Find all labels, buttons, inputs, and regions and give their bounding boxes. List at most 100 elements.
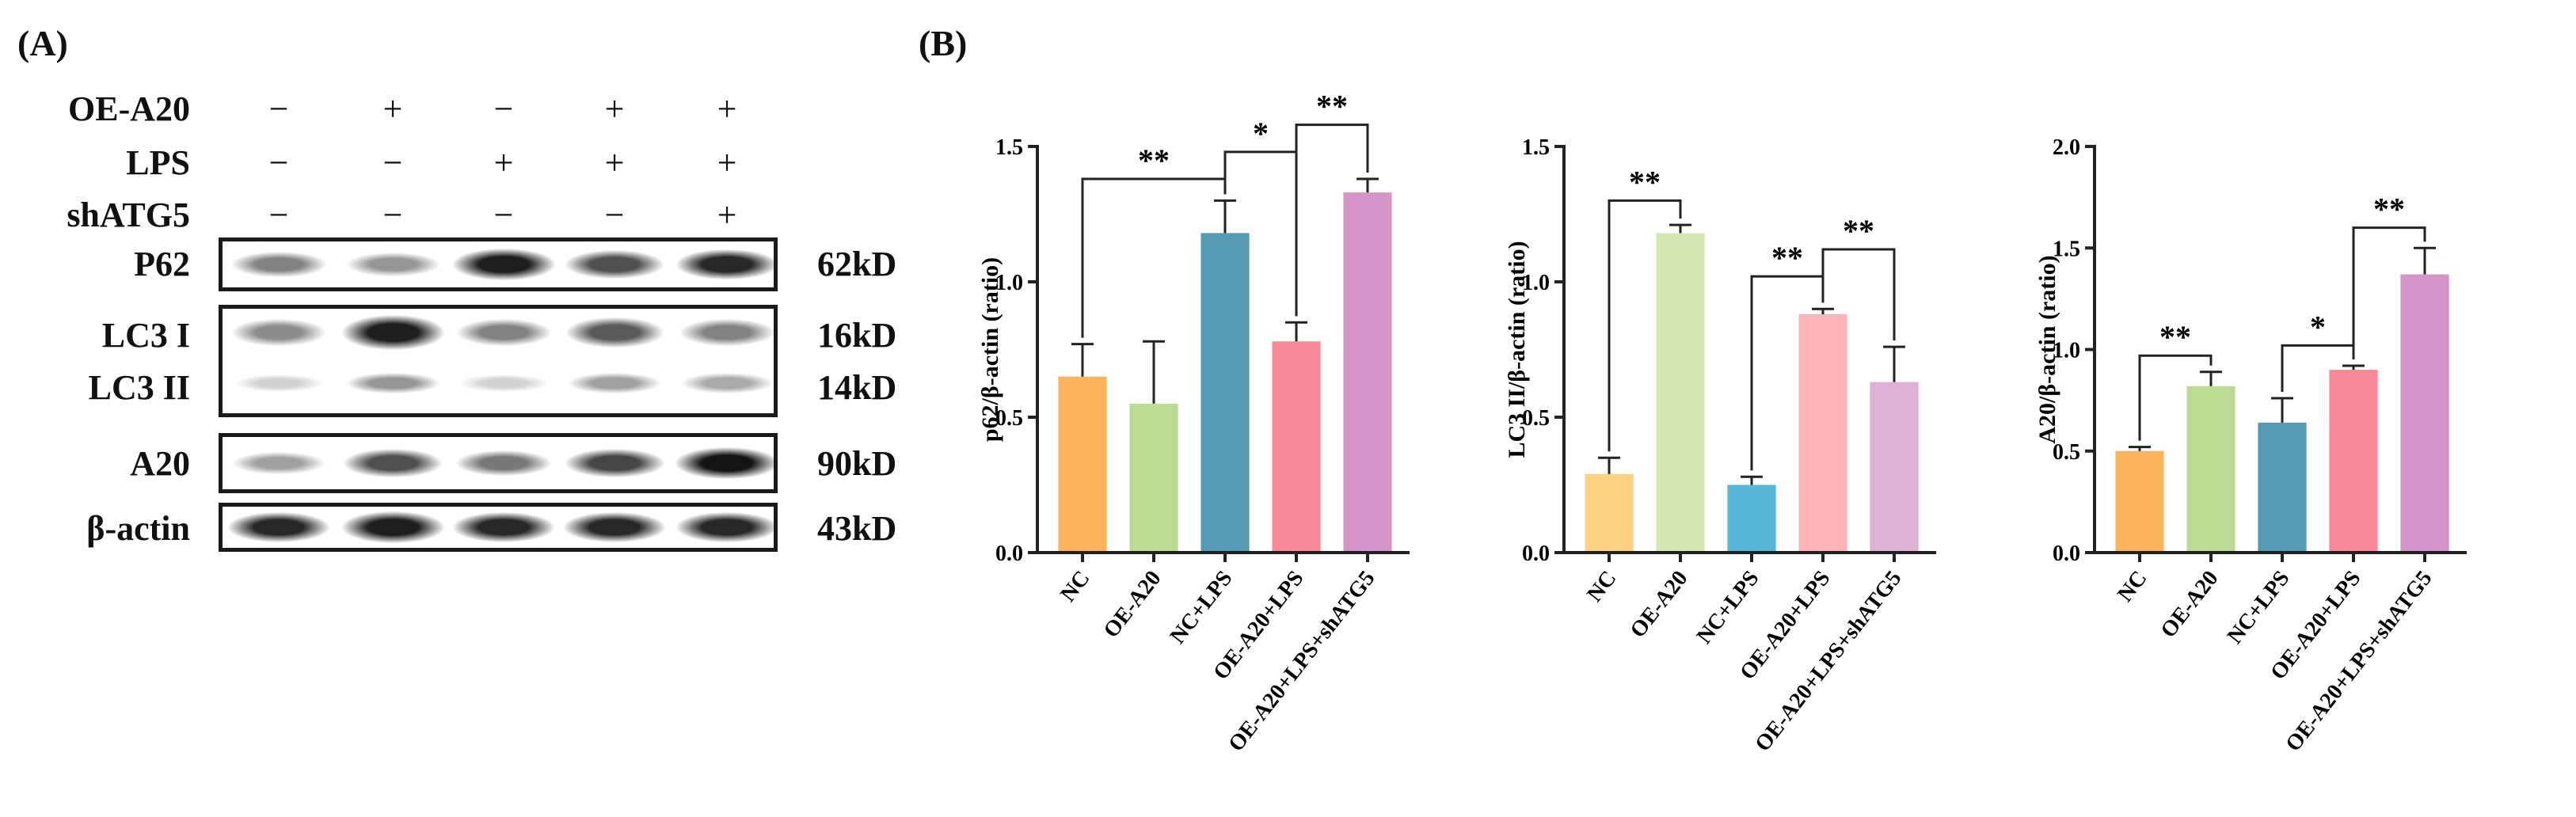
band-a20-lane-3 bbox=[456, 450, 551, 476]
kd-label-lc3-i: 16kD bbox=[817, 316, 897, 355]
y-tick-label: 0.0 bbox=[2053, 542, 2080, 566]
significance-label: ** bbox=[1843, 213, 1874, 249]
x-tick-label: OE-A20+LPS+shATG5 bbox=[1751, 566, 1907, 756]
significance-label: * bbox=[2310, 309, 2326, 344]
x-tick-label: OE-A20 bbox=[1099, 566, 1166, 642]
x-tick-label: NC bbox=[1582, 566, 1621, 606]
y-tick-label: 0.5 bbox=[2053, 440, 2080, 465]
y-tick-label: 0.0 bbox=[1522, 542, 1550, 566]
significance-bracket bbox=[1295, 124, 1369, 317]
bar-oe-a20 bbox=[1656, 233, 1705, 553]
sign-shatg5-lane-5: + bbox=[717, 196, 737, 234]
bar-oe-a20+lps+shatg5 bbox=[2400, 274, 2449, 553]
band-actin-lane-2 bbox=[341, 511, 444, 543]
sign-lps-lane-2: − bbox=[382, 143, 403, 182]
y-axis-label: p62/β-actin (ratio) bbox=[977, 257, 1003, 442]
blot-p62 bbox=[219, 238, 778, 291]
bar-oe-a20+lps+shatg5 bbox=[1870, 382, 1919, 553]
significance-label: ** bbox=[1316, 89, 1348, 124]
y-tick-label: 0.5 bbox=[1522, 406, 1550, 431]
y-axis-label: LC3 II/β-actin (ratio) bbox=[1504, 241, 1530, 458]
sign-oe-a20-lane-3: − bbox=[493, 89, 514, 128]
bar-oe-a20+lps bbox=[2329, 370, 2378, 553]
sign-oe-a20-lane-5: + bbox=[717, 89, 737, 128]
bar-nc+lps bbox=[1200, 233, 1250, 553]
sign-shatg5-lane-4: − bbox=[604, 196, 625, 234]
band-actin-lane-1 bbox=[228, 511, 329, 543]
x-tick-label: OE-A20 bbox=[1626, 566, 1693, 642]
chart-a20: A20/β-actin (ratio)0.00.51.01.52.0NC OE-A… bbox=[2034, 135, 2467, 756]
band-a20-lane-4 bbox=[565, 449, 664, 477]
band-lc3ii-lane-5 bbox=[681, 373, 773, 393]
significance-label: ** bbox=[1771, 240, 1803, 276]
panel-b-label: (B) bbox=[919, 23, 968, 63]
bar-nc bbox=[1585, 473, 1634, 553]
sign-lps-lane-5: + bbox=[717, 143, 737, 182]
band-lc3ii-lane-1 bbox=[234, 374, 323, 393]
blot-beta-actin bbox=[219, 503, 778, 552]
sign-shatg5-lane-3: − bbox=[493, 196, 514, 234]
band-lc3i-lane-4 bbox=[565, 317, 664, 348]
row-label-beta-actin: β-actin bbox=[86, 509, 190, 548]
kd-label-a20: 90kD bbox=[817, 444, 897, 483]
significance-label: ** bbox=[2373, 192, 2405, 227]
y-tick-label: 0.5 bbox=[995, 406, 1023, 431]
band-p62-lane-5 bbox=[676, 249, 778, 280]
band-lc3i-lane-2 bbox=[341, 315, 444, 350]
x-tick-label: NC+LPS bbox=[1692, 566, 1764, 648]
significance-bracket bbox=[1608, 199, 1682, 452]
band-actin-lane-3 bbox=[453, 511, 554, 543]
bar-oe-a20+lps bbox=[1798, 314, 1847, 553]
band-a20-lane-5 bbox=[675, 447, 778, 479]
y-tick-label: 0.0 bbox=[995, 542, 1023, 566]
sign-oe-a20-lane-1: − bbox=[268, 89, 289, 128]
x-tick-label: OE-A20+LPS+shATG5 bbox=[1224, 566, 1380, 756]
band-actin-lane-4 bbox=[564, 511, 665, 543]
significance-bracket bbox=[1821, 248, 1896, 341]
sign-oe-a20-lane-4: + bbox=[604, 89, 625, 128]
bar-oe-a20+lps+shatg5 bbox=[1343, 192, 1392, 553]
y-tick-label: 1.5 bbox=[995, 135, 1023, 160]
band-lc3i-lane-5 bbox=[679, 318, 774, 347]
y-axis-label: A20/β-actin (ratio) bbox=[2034, 255, 2060, 443]
band-lc3i-lane-3 bbox=[456, 318, 551, 347]
bar-oe-a20 bbox=[1129, 403, 1178, 553]
band-a20-lane-1 bbox=[233, 451, 325, 475]
band-p62-lane-1 bbox=[231, 252, 326, 277]
y-tick-label: 1.5 bbox=[1522, 135, 1550, 160]
kd-label-lc3-ii: 14kD bbox=[817, 368, 897, 407]
band-p62-lane-3 bbox=[452, 249, 555, 280]
band-p62-lane-2 bbox=[346, 253, 439, 276]
band-lc3ii-lane-4 bbox=[569, 373, 660, 393]
significance-label: ** bbox=[1629, 164, 1661, 200]
x-tick-label: NC+LPS bbox=[2223, 566, 2295, 648]
chart-lc3-ii: LC3 II/β-actin (ratio)0.00.51.01.5NC OE-A… bbox=[1504, 135, 1936, 756]
significance-label: * bbox=[1253, 116, 1269, 151]
sign-lps-lane-1: − bbox=[268, 143, 289, 182]
chart-p62: p62/β-actin (ratio) 0.0 0.5 1.0 1.5 NC OE-A20 N… bbox=[977, 89, 1410, 756]
x-tick-label: OE-A20+LPS+shATG5 bbox=[2281, 566, 2437, 756]
significance-bracket bbox=[2352, 226, 2426, 360]
sign-lps-lane-4: + bbox=[604, 143, 625, 182]
bar-nc+lps bbox=[2258, 422, 2307, 553]
band-a20-lane-2 bbox=[344, 449, 442, 477]
panel-a-label: (A) bbox=[17, 23, 68, 63]
bar-oe-a20+lps bbox=[1272, 341, 1321, 553]
condition-label-shatg5: shATG5 bbox=[67, 196, 190, 234]
significance-label: ** bbox=[1138, 142, 1170, 178]
row-label-p62: P62 bbox=[134, 245, 190, 283]
condition-label-oe-a20: OE-A20 bbox=[68, 89, 190, 128]
x-tick-label: NC+LPS bbox=[1166, 566, 1238, 648]
significance-bracket bbox=[2138, 354, 2213, 441]
x-tick-label: NC bbox=[2113, 566, 2152, 606]
x-tick-label: NC bbox=[1056, 566, 1094, 606]
band-lc3i-lane-1 bbox=[232, 319, 325, 346]
sign-shatg5-lane-2: − bbox=[382, 196, 403, 234]
band-actin-lane-5 bbox=[676, 511, 778, 543]
blot-lc3 bbox=[219, 305, 778, 417]
y-tick-label: 1.0 bbox=[2053, 339, 2080, 363]
sign-shatg5-lane-1: − bbox=[268, 196, 289, 234]
bar-nc bbox=[2115, 450, 2164, 553]
kd-label-p62: 62kD bbox=[817, 245, 897, 283]
band-p62-lane-4 bbox=[565, 250, 664, 279]
